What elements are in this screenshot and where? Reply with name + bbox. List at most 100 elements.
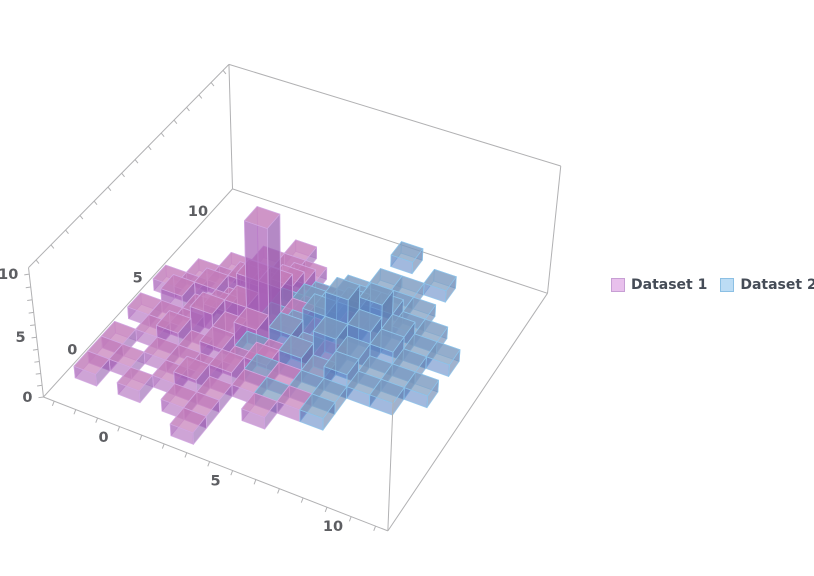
bar-face (108, 343, 145, 368)
axis-box-back-edges (43, 64, 548, 398)
axis-line (51, 400, 55, 407)
bar-face (73, 350, 110, 375)
axis-line (210, 82, 215, 87)
legend-item-dataset2: Dataset 2 (720, 277, 814, 293)
axis-line (65, 229, 69, 234)
axis-line (173, 119, 178, 124)
bar-face (199, 325, 235, 350)
bar-dataset2 (390, 241, 424, 275)
axis-line (28, 267, 44, 398)
axis-line (160, 132, 165, 137)
axis-line (24, 273, 30, 276)
bar-face (233, 306, 270, 331)
x-tick-label: 0 (99, 430, 109, 446)
z-tick-label: 5 (16, 330, 26, 346)
x-tick-label: 10 (323, 519, 343, 535)
bar-dataset1 (241, 392, 278, 430)
axis-line (546, 165, 562, 294)
bar-dataset2 (422, 268, 457, 303)
bar-face (324, 276, 361, 301)
axis-line (79, 215, 84, 220)
bar-face (423, 268, 457, 292)
axis-line (34, 360, 40, 363)
bar-dataset1 (108, 343, 146, 380)
bar-face (347, 308, 383, 333)
bar-face (278, 334, 314, 359)
z-tick-label: 10 (0, 267, 18, 283)
axis-line (253, 479, 257, 485)
axis-line (184, 452, 188, 458)
bar-face (241, 392, 278, 418)
y-tick-label: 10 (188, 204, 208, 220)
axis-line (30, 324, 36, 327)
bar-face (268, 312, 304, 336)
bar-face (425, 341, 461, 366)
axis-line (161, 443, 165, 449)
bar-dataset2 (299, 393, 336, 431)
axis-line (107, 186, 112, 191)
bar-face (323, 350, 360, 376)
bar-face (359, 282, 394, 306)
axis-line (232, 188, 548, 294)
axis-line (35, 259, 40, 264)
bar-dataset2 (346, 370, 382, 408)
x-tick-label: 5 (211, 474, 221, 490)
axis-line (230, 470, 234, 476)
bar-dataset2 (403, 371, 440, 409)
legend-label-dataset2: Dataset 2 (740, 277, 814, 293)
axis-box-front-edges (28, 63, 562, 532)
legend-swatch-dataset1 (611, 278, 625, 292)
axis-line (38, 396, 44, 399)
axis-line (207, 461, 211, 467)
axis-line (222, 70, 227, 75)
bar-face (390, 241, 424, 263)
bars-layer (73, 206, 461, 445)
axis-line (31, 336, 37, 339)
bar-face (173, 355, 210, 381)
bar-face (116, 366, 153, 392)
axis-line (37, 384, 43, 387)
axis-line (28, 311, 34, 314)
bar-face (403, 371, 440, 397)
axis-line (43, 188, 233, 398)
legend-item-dataset1: Dataset 1 (611, 277, 707, 293)
z-tick-label: 0 (22, 390, 32, 406)
bar-face (312, 315, 349, 340)
axis-line (50, 244, 55, 249)
axis-line (134, 159, 139, 164)
axis-line (32, 348, 39, 351)
axis-line (28, 64, 230, 268)
bar-face (169, 407, 207, 434)
bar-dataset1 (169, 407, 208, 445)
axis-line (139, 435, 143, 441)
axis-ticks (24, 70, 377, 531)
bar-face (369, 378, 405, 404)
bar-dataset2 (390, 275, 425, 310)
legend-swatch-dataset2 (720, 278, 735, 292)
axis-line (95, 417, 99, 423)
axis-line (373, 525, 377, 531)
axis-line (43, 396, 389, 532)
axis-tick-labels: 0 5 10 0 5 10 0 5 10 (0, 204, 343, 535)
axis-line (25, 286, 31, 289)
legend: Dataset 1 Dataset 2 (611, 277, 814, 293)
axis-line (186, 107, 190, 112)
bar-dataset2 (368, 378, 405, 416)
axis-line (35, 372, 41, 375)
bar-face (369, 328, 405, 353)
axis-line (147, 145, 152, 151)
bar-face (194, 267, 229, 290)
axis-line (228, 63, 561, 167)
bar-face (160, 274, 195, 297)
axis-line (277, 488, 280, 494)
axis-line (300, 497, 304, 503)
legend-label-dataset1: Dataset 1 (631, 277, 708, 293)
y-tick-label: 5 (133, 271, 143, 287)
bar-dataset1 (116, 366, 154, 404)
axis-line (198, 94, 203, 99)
y-tick-label: 0 (67, 343, 77, 359)
axis-line (73, 409, 77, 415)
axis-line (348, 516, 352, 522)
